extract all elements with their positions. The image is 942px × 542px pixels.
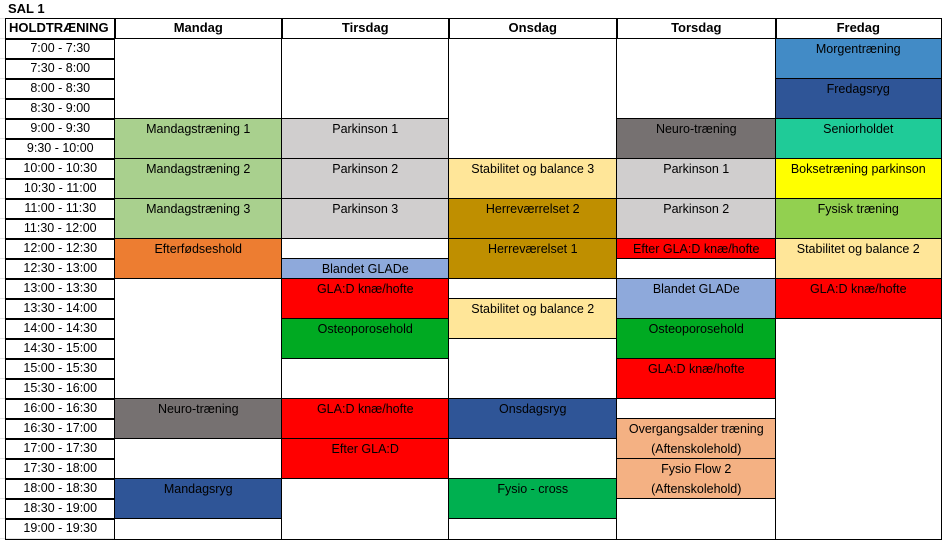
- time-slot: 14:00 - 14:30: [5, 318, 116, 340]
- class-block[interactable]: Mandagsryg: [114, 478, 283, 520]
- class-block[interactable]: Parkinson 1: [281, 118, 450, 160]
- empty-slot[interactable]: [448, 518, 618, 540]
- time-slot: 16:30 - 17:00: [5, 418, 116, 440]
- empty-slot[interactable]: [281, 478, 450, 540]
- class-block[interactable]: Onsdagsryg: [448, 398, 618, 440]
- class-block[interactable]: Neuro-træning: [616, 118, 777, 160]
- empty-slot[interactable]: [616, 498, 777, 540]
- empty-slot[interactable]: [775, 318, 942, 540]
- time-slot: 10:00 - 10:30: [5, 158, 116, 180]
- empty-slot[interactable]: [114, 278, 283, 400]
- class-block[interactable]: Mandagstræning 3: [114, 198, 283, 240]
- class-block[interactable]: Overgangsalder træning (Aftenskolehold): [616, 418, 777, 460]
- time-slot: 11:00 - 11:30: [5, 198, 116, 220]
- class-block[interactable]: Efter GLA:D: [281, 438, 450, 480]
- time-slot: 9:30 - 10:00: [5, 138, 116, 160]
- time-slot: 15:30 - 16:00: [5, 378, 116, 400]
- empty-slot[interactable]: [616, 258, 777, 280]
- empty-slot[interactable]: [281, 358, 450, 400]
- class-block[interactable]: Fysio Flow 2 (Aftenskolehold): [616, 458, 777, 500]
- class-block[interactable]: GLA:D knæ/hofte: [281, 278, 450, 320]
- class-block[interactable]: Seniorholdet: [775, 118, 942, 160]
- time-slot: 7:30 - 8:00: [5, 58, 116, 80]
- empty-slot[interactable]: [114, 38, 283, 120]
- day-header-onsdag: Onsdag: [448, 18, 618, 40]
- class-block[interactable]: Herreværelset 1: [448, 238, 618, 280]
- time-slot: 7:00 - 7:30: [5, 38, 116, 60]
- empty-slot[interactable]: [448, 278, 618, 300]
- header-holdtraening: HOLDTRÆNING: [5, 18, 116, 40]
- time-slot: 8:30 - 9:00: [5, 98, 116, 120]
- empty-slot[interactable]: [114, 518, 283, 540]
- class-block[interactable]: Fredagsryg: [775, 78, 942, 120]
- class-block[interactable]: Blandet GLADe: [281, 258, 450, 280]
- class-block[interactable]: Mandagstræning 2: [114, 158, 283, 200]
- class-block[interactable]: GLA:D knæ/hofte: [616, 358, 777, 400]
- time-slot: 13:00 - 13:30: [5, 278, 116, 300]
- class-block[interactable]: Parkinson 2: [616, 198, 777, 240]
- time-slot: 8:00 - 8:30: [5, 78, 116, 100]
- class-block[interactable]: Blandet GLADe: [616, 278, 777, 320]
- time-slot: 14:30 - 15:00: [5, 338, 116, 360]
- class-block[interactable]: Boksetræning parkinson: [775, 158, 942, 200]
- time-slot: 16:00 - 16:30: [5, 398, 116, 420]
- time-slot: 15:00 - 15:30: [5, 358, 116, 380]
- day-header-fredag: Fredag: [775, 18, 942, 40]
- class-block[interactable]: Osteoporosehold: [281, 318, 450, 360]
- class-block[interactable]: GLA:D knæ/hofte: [775, 278, 942, 320]
- class-block[interactable]: Herreværrelset 2: [448, 198, 618, 240]
- time-slot: 10:30 - 11:00: [5, 178, 116, 200]
- class-block[interactable]: Parkinson 1: [616, 158, 777, 200]
- sheet-title: SAL 1: [8, 1, 45, 16]
- time-slot: 11:30 - 12:00: [5, 218, 116, 240]
- class-block[interactable]: Neuro-træning: [114, 398, 283, 440]
- day-header-tirsdag: Tirsdag: [281, 18, 450, 40]
- empty-slot[interactable]: [448, 38, 618, 160]
- time-slot: 9:00 - 9:30: [5, 118, 116, 140]
- empty-slot[interactable]: [114, 438, 283, 480]
- empty-slot[interactable]: [281, 238, 450, 260]
- time-slot: 18:00 - 18:30: [5, 478, 116, 500]
- class-block[interactable]: Stabilitet og balance 2: [775, 238, 942, 280]
- time-slot: 18:30 - 19:00: [5, 498, 116, 520]
- class-block[interactable]: Morgentræning: [775, 38, 942, 80]
- class-block[interactable]: Parkinson 2: [281, 158, 450, 200]
- class-block[interactable]: Stabilitet og balance 2: [448, 298, 618, 340]
- class-block[interactable]: GLA:D knæ/hofte: [281, 398, 450, 440]
- empty-slot[interactable]: [281, 38, 450, 120]
- empty-slot[interactable]: [448, 338, 618, 400]
- day-header-torsdag: Torsdag: [616, 18, 777, 40]
- class-block[interactable]: Efterfødseshold: [114, 238, 283, 280]
- day-header-mandag: Mandag: [114, 18, 283, 40]
- time-slot: 12:30 - 13:00: [5, 258, 116, 280]
- empty-slot[interactable]: [448, 438, 618, 480]
- class-block[interactable]: Parkinson 3: [281, 198, 450, 240]
- time-slot: 17:00 - 17:30: [5, 438, 116, 460]
- class-block[interactable]: Efter GLA:D knæ/hofte: [616, 238, 777, 260]
- class-block[interactable]: Fysio - cross: [448, 478, 618, 520]
- class-block[interactable]: Mandagstræning 1: [114, 118, 283, 160]
- time-slot: 17:30 - 18:00: [5, 458, 116, 480]
- time-slot: 13:30 - 14:00: [5, 298, 116, 320]
- empty-slot[interactable]: [616, 398, 777, 420]
- time-slot: 12:00 - 12:30: [5, 238, 116, 260]
- time-slot: 19:00 - 19:30: [5, 518, 116, 540]
- class-block[interactable]: Osteoporosehold: [616, 318, 777, 360]
- class-block[interactable]: Stabilitet og balance 3: [448, 158, 618, 200]
- class-block[interactable]: Fysisk træning: [775, 198, 942, 240]
- empty-slot[interactable]: [616, 38, 777, 120]
